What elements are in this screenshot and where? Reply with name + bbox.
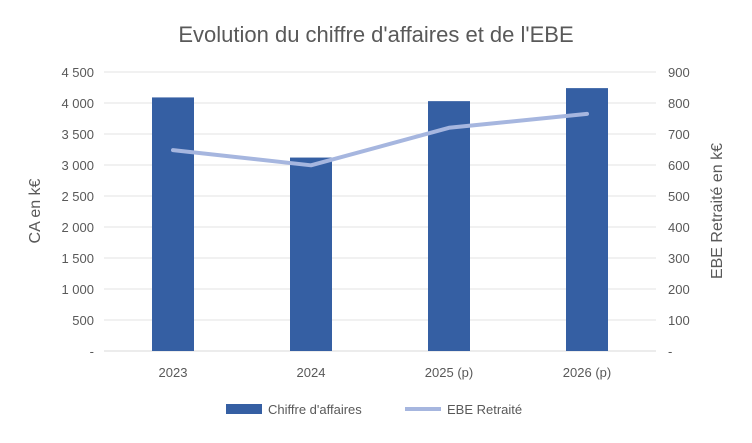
bar-2025p <box>428 101 470 351</box>
y-tick-label: 3 000 <box>61 158 94 173</box>
x-tick-label: 2024 <box>297 365 326 380</box>
bar-2024 <box>290 157 332 351</box>
y-tick-label: 500 <box>72 313 94 328</box>
y-tick-label: 2 000 <box>61 220 94 235</box>
y-tick-label: 2 500 <box>61 189 94 204</box>
y2-tick-label: 200 <box>668 282 690 297</box>
y-tick-label: 1 500 <box>61 251 94 266</box>
y-tick-label: 4 000 <box>61 96 94 111</box>
legend-swatch-bar <box>226 404 262 414</box>
x-tick-label: 2023 <box>159 365 188 380</box>
ebe-line <box>171 111 589 168</box>
y-axis-label: CA en k€ <box>27 178 44 243</box>
legend-label-line: EBE Retraité <box>447 402 522 417</box>
y2-tick-label: 700 <box>668 127 690 142</box>
y-tick-label: 4 500 <box>61 65 94 80</box>
y2-tick-label: 500 <box>668 189 690 204</box>
bar-2026p <box>566 88 608 352</box>
y-tick-label: 1 000 <box>61 282 94 297</box>
legend-label-bar: Chiffre d'affaires <box>268 402 362 417</box>
y-tick-label: - <box>90 344 94 359</box>
y2-tick-label: 300 <box>668 251 690 266</box>
y2-tick-label: - <box>668 344 672 359</box>
y2-tick-label: 600 <box>668 158 690 173</box>
y2-tick-label: 100 <box>668 313 690 328</box>
y2-axis-label: EBE Retraité en k€ <box>709 143 726 279</box>
chart-title: Evolution du chiffre d'affaires et de l'… <box>178 22 573 47</box>
x-tick-label: 2026 (p) <box>563 365 611 380</box>
legend: Chiffre d'affaires EBE Retraité <box>226 402 522 417</box>
bar-2023 <box>152 97 194 351</box>
y-tick-label: 3 500 <box>61 127 94 142</box>
y2-tick-label: 800 <box>668 96 690 111</box>
x-tick-label: 2025 (p) <box>425 365 473 380</box>
y2-tick-label: 900 <box>668 65 690 80</box>
y2-tick-label: 400 <box>668 220 690 235</box>
